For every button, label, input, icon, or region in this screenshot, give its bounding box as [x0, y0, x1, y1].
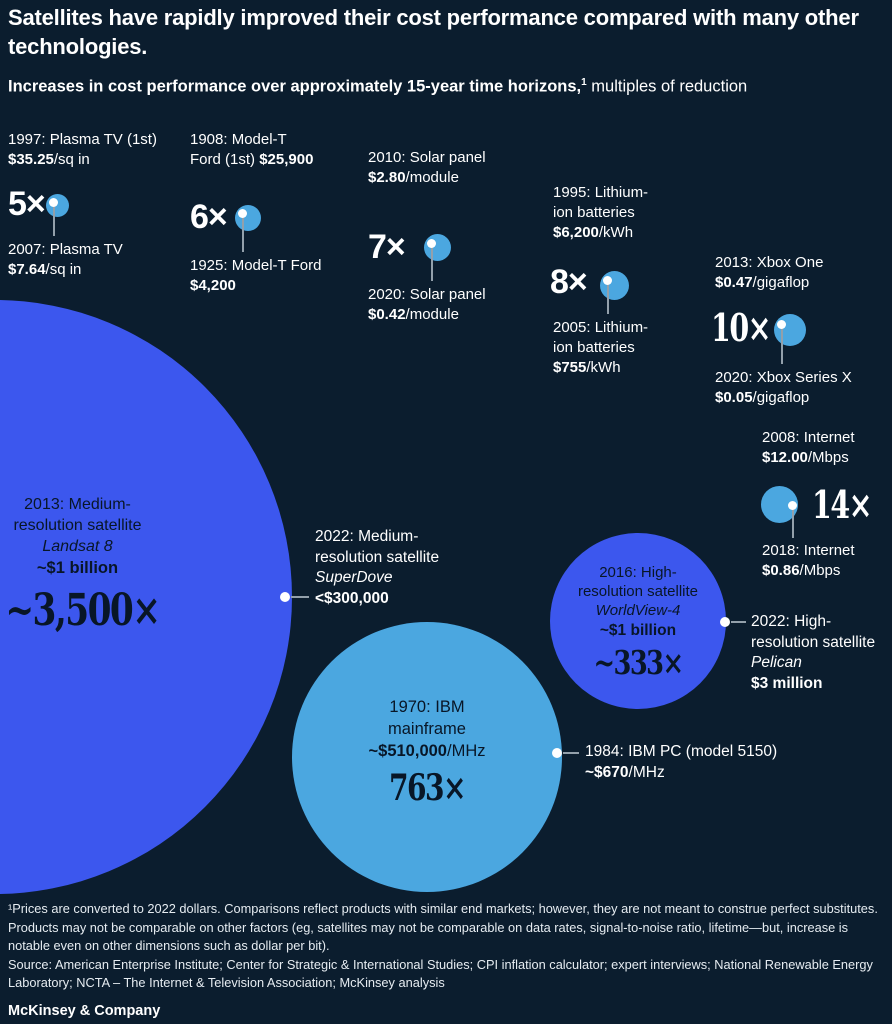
landsat-cost: ~$1 billion: [36, 559, 119, 577]
bubble-ibm-mainframe: [292, 622, 562, 892]
connector-dot: [720, 617, 730, 627]
bubble-xbox-10x: [774, 314, 806, 364]
ibm-cost: ~$510,000/MHz: [368, 742, 486, 760]
label-superdove: 2022: Medium- resolution satellite SuperD…: [315, 528, 440, 607]
multiple-solar: 7×: [368, 228, 406, 266]
multiple-lithium: 8×: [550, 263, 588, 301]
connector-dot: [603, 276, 612, 285]
landsat-name: Landsat 8: [42, 538, 113, 555]
label-solar-to: 2020: Solar panel $0.42/module: [368, 286, 486, 323]
multiple-ibm: 763×: [389, 767, 466, 809]
ibm-circle-text: 1970: IBM mainframe ~$510,000/MHz 763×: [292, 696, 562, 809]
connector-dot: [238, 209, 247, 218]
label-pelican: 2022: High- resolution satellite Pelican $…: [751, 613, 876, 692]
connector-line: [242, 214, 244, 252]
subtitle-bold-text: Increases in cost performance over appro…: [8, 77, 582, 96]
multiple-worldview: ~333×: [593, 643, 684, 682]
multiple-modelt: 6×: [190, 198, 228, 236]
connector-dot: [280, 592, 290, 602]
multiple-landsat: ~3,500×: [5, 585, 161, 636]
label-ibm: 1970: IBM mainframe: [388, 698, 466, 738]
label-xbox-from: 2013: Xbox One $0.47/gigaflop: [715, 254, 824, 291]
multiple-internet: 14×: [812, 482, 873, 527]
label-landsat: 2013: Medium- resolution satellite: [13, 496, 142, 534]
connector-line: [607, 280, 609, 314]
worldview-circle-text: 2016: High- resolution satellite WorldVi…: [550, 563, 726, 682]
bubble-solar-7x: [424, 234, 451, 281]
label-ibmpc: 1984: IBM PC (model 5150) ~$670/MHz: [585, 743, 778, 781]
label-lithium-from: 1995: Lithium- ion batteries $6,200/kWh: [553, 184, 649, 241]
source-text: Source: American Enterprise Institute; C…: [8, 956, 873, 991]
worldview-cost: ~$1 billion: [599, 622, 677, 639]
chart-subtitle: Increases in cost performance over appro…: [8, 77, 884, 97]
mckinsey-logo-text: McKinsey & Company: [8, 1003, 161, 1019]
label-internet-from: 2008: Internet $12.00/Mbps: [762, 429, 855, 466]
connector-line: [781, 324, 783, 364]
footnote-block: ¹Prices are converted to 2022 dollars. C…: [8, 900, 886, 993]
footnote-text: ¹Prices are converted to 2022 dollars. C…: [8, 901, 878, 954]
bubble-lithium-8x: [600, 271, 629, 314]
label-modelt-from: 1908: Model-T Ford (1st) $25,900: [190, 131, 314, 168]
connector-dot: [788, 501, 797, 510]
landsat-circle-text: 2013: Medium- resolution satellite Lands…: [0, 494, 170, 636]
bubble-plasma-5x: [46, 194, 69, 236]
connector-line: [731, 621, 746, 623]
subtitle-regular-text: multiples of reduction: [586, 77, 748, 96]
worldview-name: WorldView-4: [595, 602, 681, 619]
connector-dot: [552, 748, 562, 758]
label-plasma-to: 2007: Plasma TV $7.64/sq in: [8, 241, 123, 278]
connector-dot: [427, 239, 436, 248]
label-solar-from: 2010: Solar panel $2.80/module: [368, 149, 486, 186]
multiple-plasma: 5×: [8, 185, 46, 223]
footnote-marker: 1: [581, 77, 587, 88]
chart-title: Satellites have rapidly improved their c…: [8, 5, 859, 60]
bubble-high-res-satellite: [550, 533, 726, 709]
bubble-modelt-6x: [235, 205, 261, 252]
label-plasma-from: 1997: Plasma TV (1st) $35.25/sq in: [8, 131, 157, 168]
label-xbox-to: 2020: Xbox Series X $0.05/gigaflop: [715, 369, 852, 406]
label-lithium-to: 2005: Lithium- ion batteries $755/kWh: [553, 319, 649, 376]
label-modelt-to: 1925: Model-T Ford $4,200: [190, 257, 322, 294]
connector-dot: [777, 320, 786, 329]
connector-line: [431, 243, 433, 281]
connector-dot: [49, 198, 58, 207]
label-worldview: 2016: High- resolution satellite: [577, 564, 699, 600]
bubble-internet-14x: [761, 486, 798, 538]
connector-line: [53, 203, 55, 236]
connector-line: [792, 506, 794, 538]
connector-line: [563, 752, 579, 754]
multiple-xbox: 10×: [711, 305, 772, 350]
label-internet-to: 2018: Internet $0.86/Mbps: [762, 542, 855, 579]
connector-line: [291, 596, 309, 598]
